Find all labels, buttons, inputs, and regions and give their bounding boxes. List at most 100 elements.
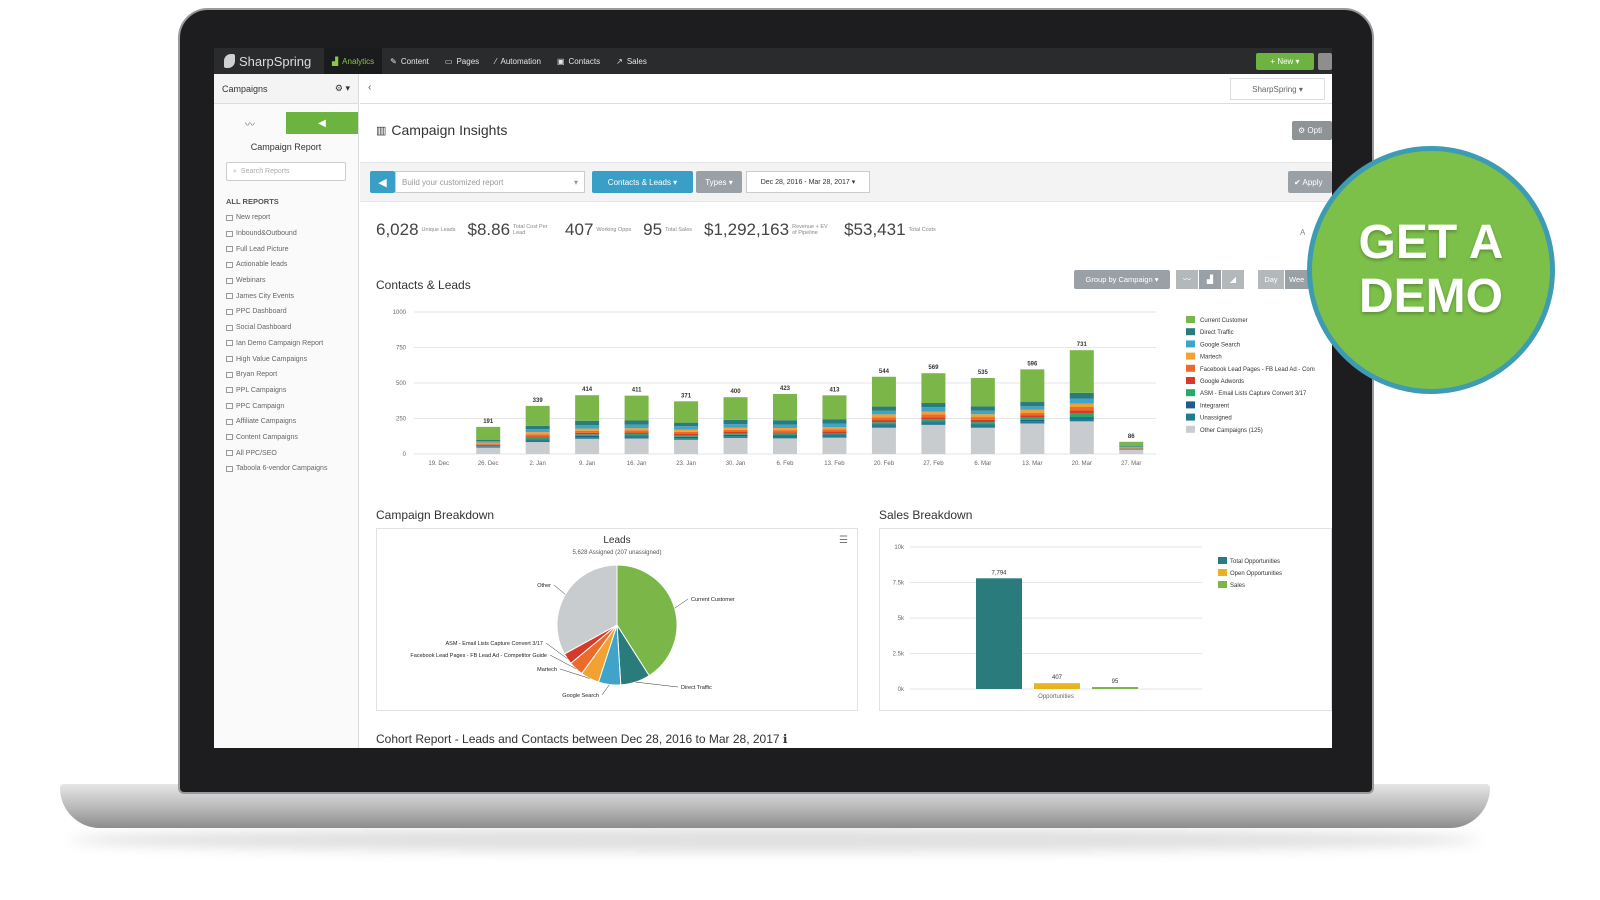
types-dropdown[interactable]: Types ▾: [696, 171, 742, 193]
demo-line-1: GET A: [1358, 216, 1504, 269]
report-icon: [226, 371, 233, 378]
collapse-icon[interactable]: ‹: [368, 82, 372, 93]
contacts-leads-dropdown[interactable]: Contacts & Leads ▾: [592, 171, 693, 193]
bar-segment: [970, 378, 995, 407]
sidebar-report-item[interactable]: Webinars: [226, 273, 358, 289]
sidebar-report-item[interactable]: Ian Demo Campaign Report: [226, 336, 358, 352]
tab-trend[interactable]: 〰: [214, 112, 286, 134]
bar-segment: [1020, 369, 1045, 403]
legend-label: ASM - Email Lists Capture Convert 3/17: [1200, 391, 1307, 397]
tab-campaigns[interactable]: ◀: [286, 112, 358, 134]
x-tick-label: 2. Jan: [529, 461, 545, 467]
nav-pages[interactable]: ▭ Pages: [437, 48, 487, 74]
legend-label: Google Search: [1200, 342, 1240, 348]
sidebar-report-item[interactable]: High Value Campaigns: [226, 351, 358, 367]
sidebar-report-item[interactable]: James City Events: [226, 288, 358, 304]
gear-icon[interactable]: ⚙ ▾: [334, 83, 350, 93]
stat-label: Total Costs: [908, 227, 936, 233]
bar-segment: [525, 440, 550, 443]
nav-content[interactable]: ✎ Content: [382, 48, 437, 74]
line-chart-toggle[interactable]: 〰: [1176, 270, 1198, 289]
day-toggle[interactable]: Day: [1258, 270, 1284, 289]
x-tick-label: 27. Mar: [1121, 461, 1141, 467]
legend-swatch: [1186, 425, 1195, 433]
sidebar-report-item[interactable]: PPC Dashboard: [226, 304, 358, 320]
user-button[interactable]: [1318, 53, 1332, 70]
bar-segment: [476, 444, 501, 446]
sidebar-report-item[interactable]: Content Campaigns: [226, 430, 358, 446]
report-label: Bryan Report: [236, 371, 278, 379]
apply-button[interactable]: ✔ Apply: [1288, 171, 1332, 193]
data-label: 86: [1128, 434, 1135, 440]
account-dropdown[interactable]: SharpSpring ▾: [1230, 78, 1325, 100]
nav-analytics[interactable]: ▟ Analytics: [324, 48, 383, 74]
bar-segment: [723, 419, 748, 425]
search-icon: ⌕: [233, 167, 237, 175]
get-a-demo-button[interactable]: GET A DEMO: [1307, 146, 1555, 394]
report-builder-select[interactable]: Build your customized report ▾: [395, 171, 585, 193]
bar-segment: [624, 428, 649, 431]
search-reports-input[interactable]: ⌕ Search Reports: [226, 162, 346, 181]
legend-label: Martech: [1200, 355, 1222, 361]
data-label: 544: [879, 369, 890, 375]
sidebar-report-item[interactable]: Affiliate Campaigns: [226, 414, 358, 430]
caret-down-icon: ▾: [573, 177, 578, 187]
legend-label: Open Opportunities: [1230, 571, 1282, 577]
report-label: All PPC/SEO: [236, 449, 277, 457]
sidebar-report-item[interactable]: Bryan Report: [226, 367, 358, 383]
bar-segment: [921, 421, 946, 423]
sharpspring-logo[interactable]: SharpSpring: [214, 54, 324, 69]
data-label: 191: [483, 419, 494, 425]
bar-segment: [970, 427, 995, 454]
sidebar-report-item[interactable]: PPC Campaign: [226, 398, 358, 414]
bar-segment: [674, 438, 699, 440]
bar-segment: [723, 429, 748, 432]
bar-segment: [773, 432, 797, 434]
campaign-breakdown-title: Campaign Breakdown: [376, 508, 495, 522]
megaphone-icon[interactable]: ◀: [370, 171, 395, 193]
legend-swatch: [1186, 377, 1195, 384]
bar-segment: [970, 422, 995, 425]
bar-segment: [822, 437, 847, 454]
line-chart-icon: 〰: [1183, 275, 1191, 284]
bar-segment: [575, 428, 600, 431]
sidebar-report-item[interactable]: Inbound&Outbound: [226, 226, 358, 242]
bar-segment: [871, 420, 896, 423]
bar-segment: [970, 424, 995, 426]
nav-contacts[interactable]: ▣ Contacts: [549, 48, 608, 74]
report-icon: [226, 418, 233, 425]
nav-sales[interactable]: ↗ Sales: [608, 48, 655, 74]
sidebar-report-item[interactable]: All PPC/SEO: [226, 445, 358, 461]
nav-automation[interactable]: ⁄ Automation: [487, 48, 549, 74]
legend-swatch: [1186, 364, 1195, 372]
menu-icon[interactable]: ☰: [839, 535, 848, 546]
sidebar-report-item[interactable]: PPL Campaigns: [226, 383, 358, 399]
bar-segment: [525, 425, 550, 430]
bar-chart-toggle[interactable]: ▟: [1199, 270, 1221, 289]
new-button[interactable]: + New ▾: [1256, 53, 1314, 70]
bar-segment: [723, 431, 748, 434]
data-label: 7,794: [991, 570, 1007, 576]
sidebar-report-item[interactable]: Full Lead Picture: [226, 241, 358, 257]
bar-segment: [624, 420, 649, 425]
group-by-dropdown[interactable]: Group by Campaign ▾: [1074, 270, 1170, 289]
sidebar-report-item[interactable]: Taboola 6-vendor Campaigns: [226, 461, 358, 477]
sales-bar-chart: 0k 2.5k 5k 7.5k 10k 7,794 Total Opportunities 4…: [893, 545, 1282, 700]
report-icon: [226, 403, 233, 410]
x-tick-label: 13. Mar: [1022, 461, 1042, 467]
date-range-picker[interactable]: Dec 28, 2016 - Mar 28, 2017 ▾: [746, 171, 870, 193]
legend-swatch: [1218, 569, 1227, 576]
report-icon: [226, 214, 233, 221]
options-button[interactable]: ⚙ Opti: [1292, 121, 1332, 140]
bar-segment: [822, 432, 847, 435]
report-icon: [226, 324, 233, 331]
bar-segment: [624, 395, 649, 421]
bar-segment: [921, 411, 946, 415]
bar-chart-icon: ▟: [1206, 275, 1214, 284]
sidebar-report-item[interactable]: New report: [226, 210, 358, 226]
sidebar-report-item[interactable]: Actionable leads: [226, 257, 358, 273]
sidebar-report-item[interactable]: Social Dashboard: [226, 320, 358, 336]
area-chart-toggle[interactable]: ◢: [1222, 270, 1244, 289]
bar-segment: [1069, 413, 1094, 418]
bar-segment: [723, 433, 748, 435]
